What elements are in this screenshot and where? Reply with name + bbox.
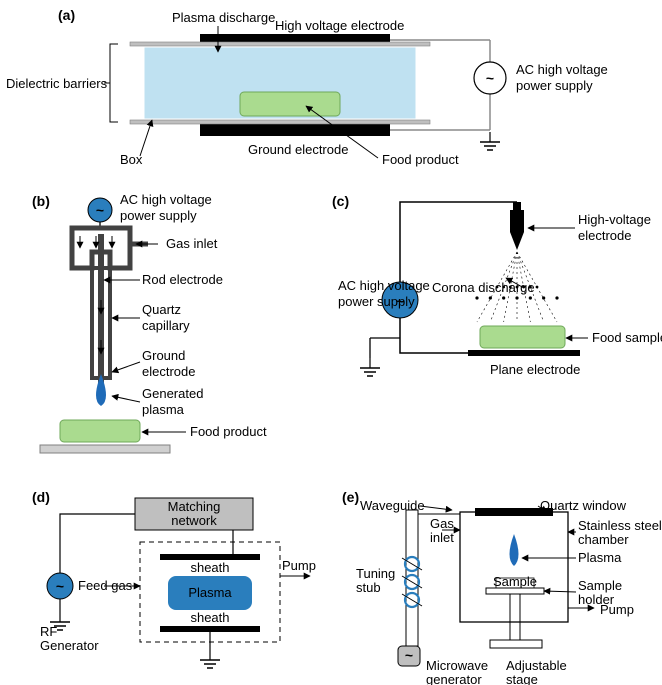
label: electrode: [142, 364, 195, 379]
label: Stainless steel: [578, 518, 662, 533]
food-sample: [240, 92, 340, 116]
label-pump-d: Pump: [282, 558, 316, 573]
label: Quartz window: [540, 498, 627, 513]
base-plate: [40, 445, 170, 453]
dielectric-bot: [130, 120, 430, 124]
label: AC high voltage: [338, 278, 430, 293]
label: High-voltage: [578, 212, 651, 227]
label: Quartz: [142, 302, 181, 317]
food-sample-c: [480, 326, 565, 348]
panel-a-id: (a): [58, 7, 75, 23]
label: Food sample: [592, 330, 662, 345]
label: power supply: [120, 208, 197, 223]
label: ~: [405, 647, 413, 663]
label: Ground: [142, 348, 185, 363]
label: stage: [506, 672, 538, 685]
label: Microwave: [426, 658, 488, 673]
panel-c-id: (c): [332, 193, 349, 209]
label-plasma: Plasma: [188, 585, 232, 600]
label-corona: Corona discharge: [432, 280, 535, 295]
food-sample-b: [60, 420, 140, 442]
label: stub: [356, 580, 381, 595]
label: AC high voltage: [120, 192, 212, 207]
label: Sample: [493, 574, 537, 589]
label-plane-electrode: Plane electrode: [490, 362, 580, 377]
label-plasma-discharge: Plasma discharge: [172, 10, 275, 25]
label: Sample: [578, 578, 622, 593]
label: Gas: [430, 516, 454, 531]
label: Pump: [600, 602, 634, 617]
leader: [112, 362, 140, 372]
label-feed-gas: Feed gas: [78, 578, 133, 593]
bot-electrode: [160, 626, 260, 632]
tilde-b: ~: [96, 202, 104, 218]
label: Rod electrode: [142, 272, 223, 287]
label-gas-inlet: Gas inlet: [166, 236, 218, 251]
adjustable-stage: [490, 640, 542, 648]
ss-chamber: [460, 512, 568, 622]
panel-e-id: (e): [342, 489, 359, 505]
label: Plasma: [578, 550, 622, 565]
label: Generator: [40, 638, 99, 653]
label: generator: [426, 672, 482, 685]
label: chamber: [578, 532, 629, 547]
dielectric-top: [130, 42, 430, 46]
leader-box: [140, 120, 152, 156]
panel-b-id: (b): [32, 193, 50, 209]
label-ac-supply2: power supply: [516, 78, 593, 93]
wire-c-bot: [400, 318, 468, 353]
ground-electrode: [200, 124, 390, 136]
label: Adjustable: [506, 658, 567, 673]
label-ac-supply: AC high voltage: [516, 62, 608, 77]
label-sheath: sheath: [190, 560, 229, 575]
label-food-product-b: Food product: [190, 424, 267, 439]
tilde-icon: ~: [486, 70, 494, 86]
label-dielectric: Dielectric barriers: [6, 76, 108, 91]
label: inlet: [430, 530, 454, 545]
leader: [420, 506, 452, 510]
label: Matching: [168, 499, 221, 514]
label: Tuning: [356, 566, 395, 581]
label: Generated: [142, 386, 203, 401]
label: ~: [56, 578, 64, 594]
label: plasma: [142, 402, 185, 417]
hv-tip: [510, 210, 524, 250]
label-hv-electrode: High voltage electrode: [275, 18, 404, 33]
leader: [544, 591, 576, 592]
waveguide: [406, 510, 418, 646]
label: RF: [40, 624, 57, 639]
wire-c-top: [400, 202, 517, 282]
figure-canvas: (a) ~ Plasma dischargeHigh voltage electro…: [0, 0, 662, 685]
label: network: [171, 513, 217, 528]
label-sheath2: sheath: [190, 610, 229, 625]
label-ground-electrode: Ground electrode: [248, 142, 348, 157]
mw-plasma: [510, 534, 519, 566]
label-box: Box: [120, 152, 143, 167]
label: Waveguide: [360, 498, 425, 513]
label-food-product: Food product: [382, 152, 459, 167]
plane-electrode: [468, 350, 580, 356]
label: capillary: [142, 318, 190, 333]
panel-d-id: (d): [32, 489, 50, 505]
label: electrode: [578, 228, 631, 243]
label: power supply: [338, 294, 415, 309]
leader: [112, 396, 140, 402]
